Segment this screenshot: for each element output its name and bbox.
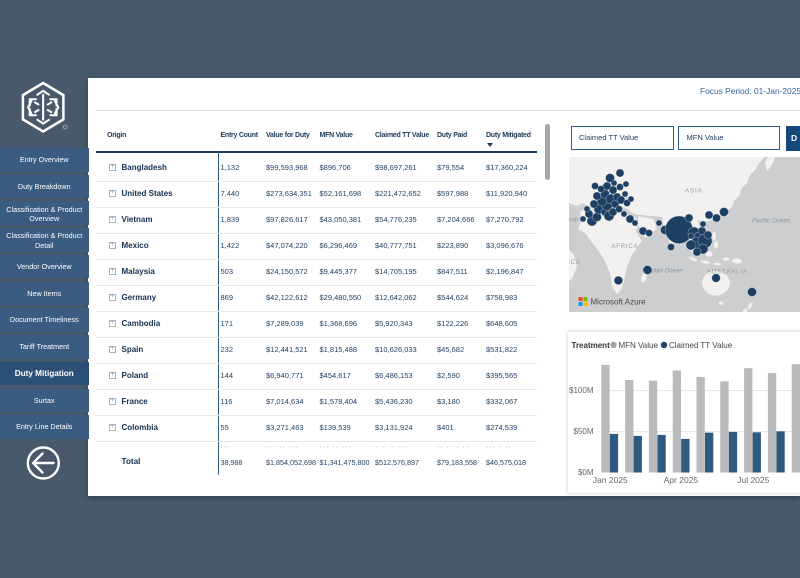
svg-text:Pacific Ocean: Pacific Ocean (752, 217, 791, 224)
svg-text:Treatment: Treatment (572, 341, 611, 350)
svg-text:Microsoft Azure: Microsoft Azure (590, 297, 646, 306)
svg-text:Jan 2025: Jan 2025 (593, 475, 628, 485)
svg-text:Apr 2025: Apr 2025 (664, 475, 699, 485)
svg-text:E: E (626, 195, 631, 201)
svg-text:Ocean: Ocean (569, 216, 579, 223)
svg-text:MFN Value: MFN Value (619, 341, 659, 350)
svg-text:Indian Ocean: Indian Ocean (646, 267, 683, 274)
svg-text:Jul 2025: Jul 2025 (737, 475, 769, 485)
svg-text:$100M: $100M (569, 386, 594, 395)
svg-text:Claimed TT Value: Claimed TT Value (669, 341, 733, 350)
svg-text:AFRICA: AFRICA (611, 244, 638, 250)
svg-text:ASIA: ASIA (685, 187, 703, 194)
svg-text:RICA: RICA (569, 260, 581, 266)
svg-text:$0M: $0M (578, 468, 594, 477)
svg-text:$50M: $50M (573, 427, 593, 436)
svg-text:AUSTRALIA: AUSTRALIA (707, 269, 748, 275)
